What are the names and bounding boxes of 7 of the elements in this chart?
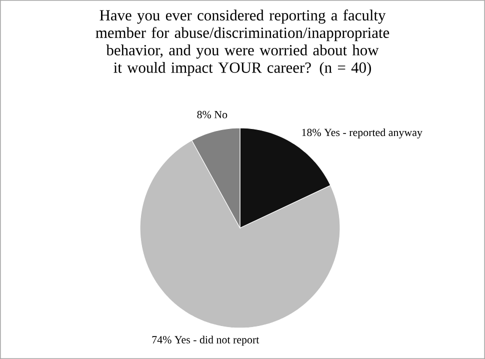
- data-label: 8%: [197, 110, 212, 118]
- data-label: 74%: [152, 336, 172, 344]
- data-label: 18%: [302, 128, 321, 136]
- slice-label: Yes - did not report: [174, 336, 260, 346]
- slice-label: Yes - reported anyway: [324, 128, 422, 138]
- chart-title: Have you ever considered reporting a faculty member for abuse/discrimination/inappropriate behavior, and you were worried about how it would impact YOUR career? (n = 40): [96, 10, 390, 76]
- slice-label: No: [214, 111, 228, 118]
